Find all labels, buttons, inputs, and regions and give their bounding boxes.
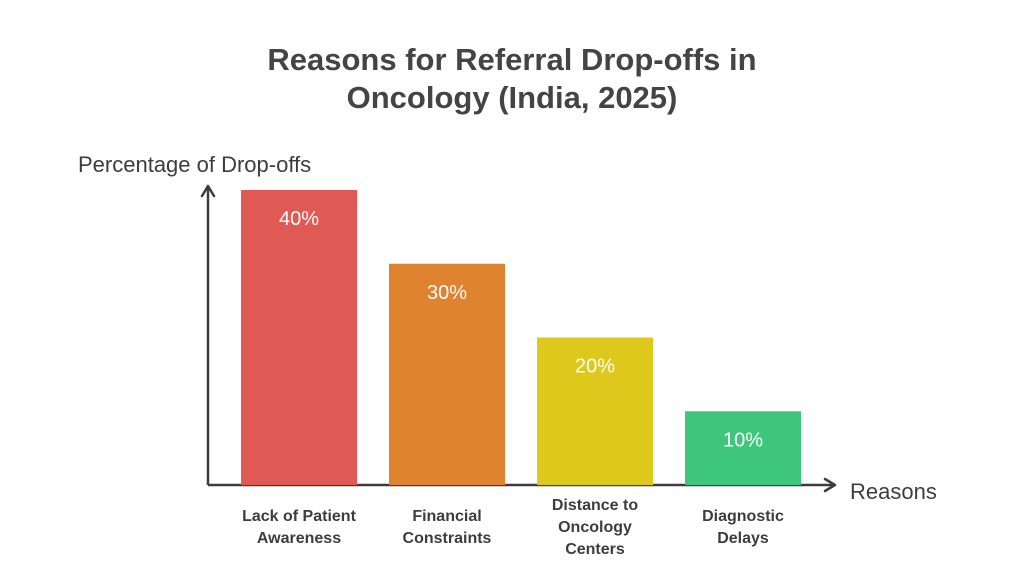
x-axis-arrow-icon: [823, 477, 837, 493]
bar: [241, 190, 357, 485]
category-labels: Lack of Patient Awareness Financial Constra…: [242, 497, 784, 558]
data-label: 20%: [575, 356, 615, 378]
category-label: Lack of Patient: [242, 508, 356, 525]
data-label: 40%: [279, 208, 319, 230]
category-label: Awareness: [257, 530, 341, 547]
chart-title: Reasons for Referral Drop-offs inOncolog…: [267, 42, 756, 115]
category-label: Distance to: [552, 497, 638, 514]
x-axis-label: Reasons: [850, 479, 937, 504]
data-label: 10%: [723, 429, 763, 451]
category-label: Centers: [565, 541, 625, 558]
category-label: Constraints: [403, 530, 492, 547]
category-label: Delays: [717, 530, 769, 547]
y-axis-arrow-icon: [200, 184, 216, 198]
data-label: 30%: [427, 282, 467, 304]
bar: [685, 411, 801, 485]
bars: 40% 30% 20% 10%: [241, 190, 801, 485]
category-label: Diagnostic: [702, 508, 784, 525]
chart-title-line: Oncology (India, 2025): [347, 80, 678, 115]
bar: [389, 263, 505, 485]
category-label: Financial: [412, 508, 481, 525]
y-axis-label: Percentage of Drop-offs: [78, 152, 311, 177]
chart-title-line: Reasons for Referral Drop-offs in: [267, 42, 756, 77]
bar: [537, 337, 653, 485]
category-label: Oncology: [558, 519, 632, 536]
